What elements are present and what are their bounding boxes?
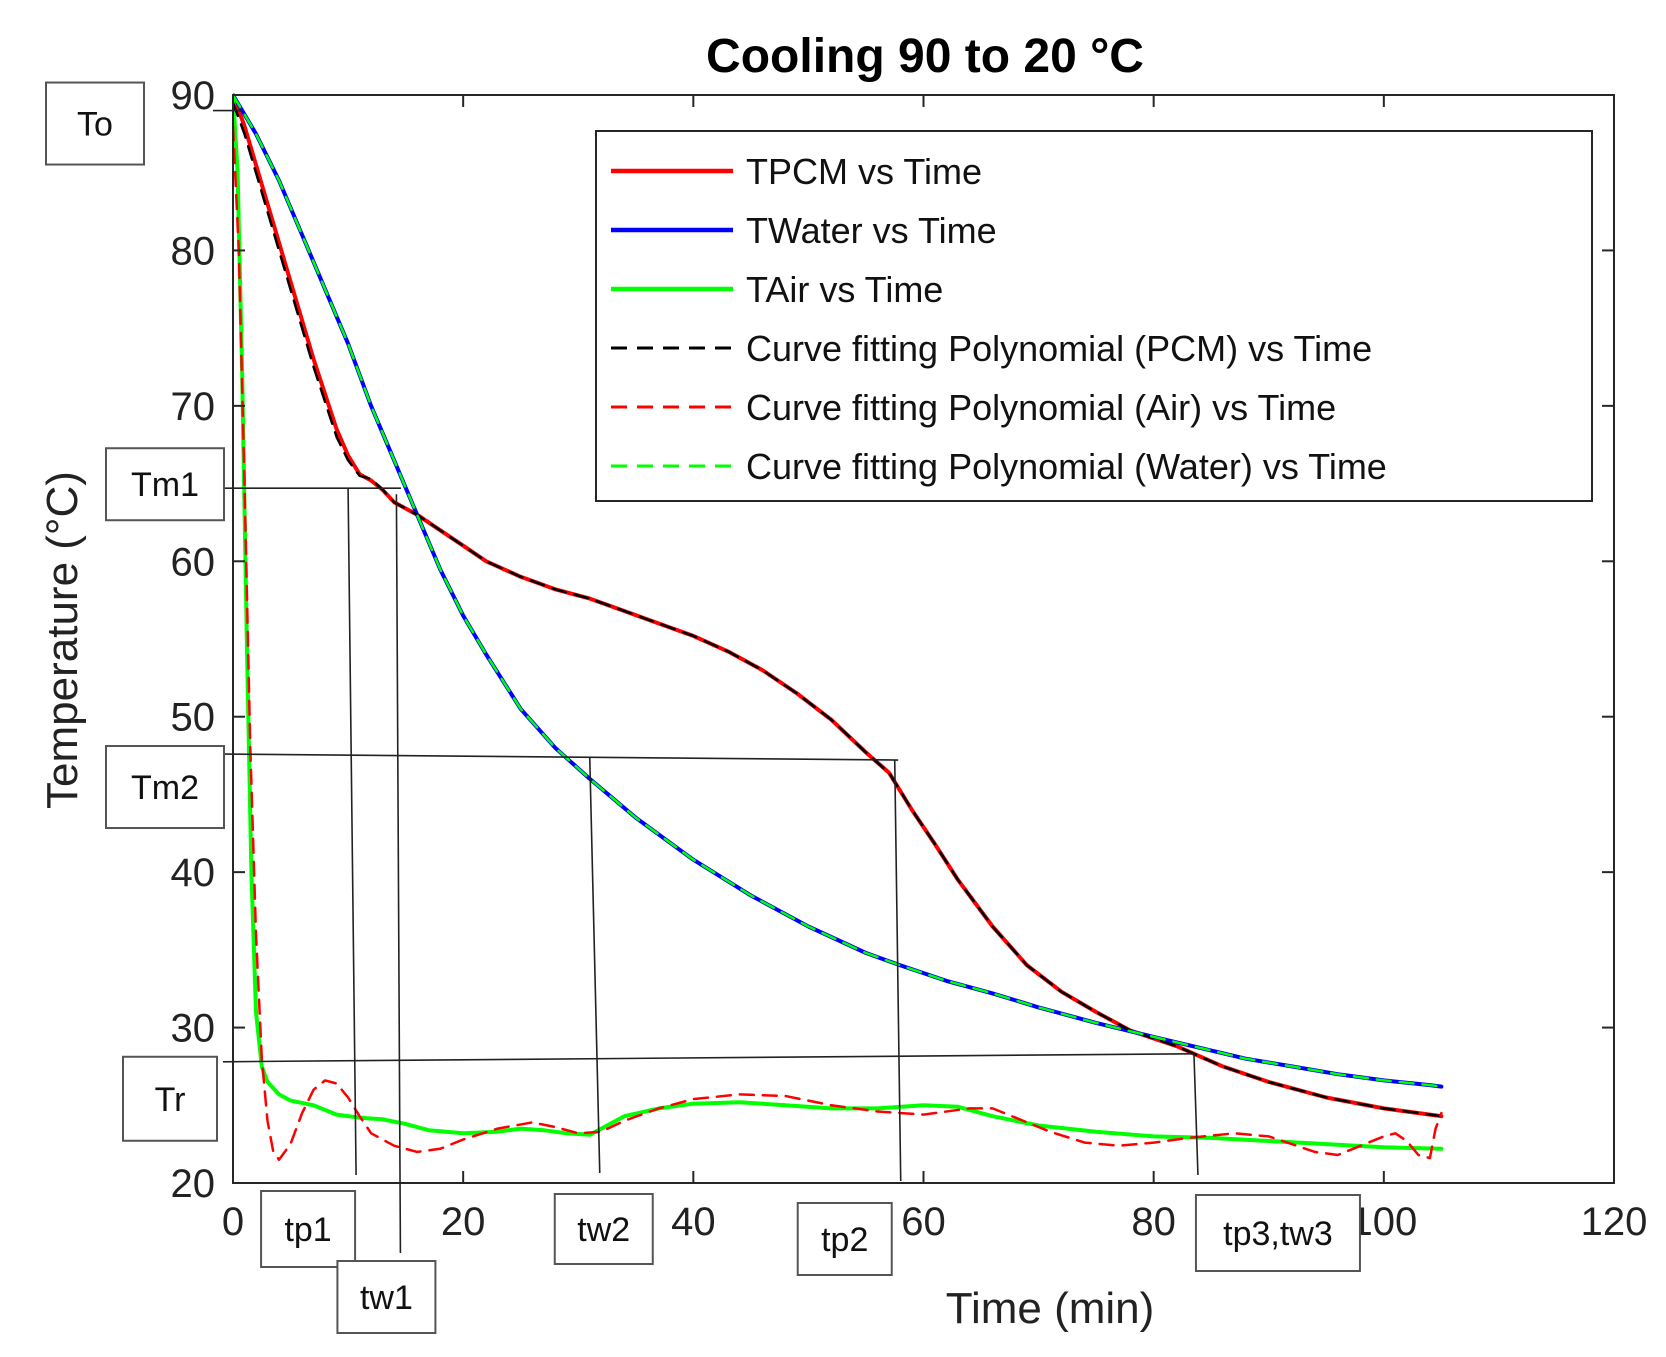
series-line-4 [233, 101, 1443, 1118]
annotation-tr-box [122, 1055, 218, 1142]
x-tick-label: 100 [1350, 1200, 1417, 1244]
time-marker-line-tp1 [347, 488, 357, 1176]
legend-item-3: TAir vs Time [746, 269, 943, 310]
time-marker-line-tp2 [893, 760, 902, 1182]
annotation-tw2-label: tw2 [577, 1211, 630, 1249]
y-tick-label: 90 [171, 74, 216, 118]
annotation-tp2-box [796, 1202, 893, 1276]
reference-line-tr [222, 1052, 1194, 1063]
plot-area [233, 93, 1444, 1161]
y-tick-label: 30 [171, 1007, 216, 1051]
annotation-tp3-tw3-label: tp3,tw3 [1223, 1215, 1333, 1253]
chart-title: Cooling 90 to 20 °C [706, 30, 1144, 83]
x-tick-label: 40 [671, 1200, 716, 1244]
annotation-tw1-label: tw1 [360, 1279, 413, 1317]
y-tick-label: 20 [171, 1162, 216, 1206]
annotation-tm1-label: Tm1 [131, 466, 199, 504]
annotation-tm1-box [105, 447, 225, 522]
annotation-tp1-label: tp1 [284, 1211, 331, 1249]
legend-item-5: Curve fitting Polynomial (Air) vs Time [746, 387, 1336, 428]
series-line-5 [233, 124, 1443, 1161]
time-marker-line-tw1 [395, 494, 402, 1254]
annotation-tw2-box [553, 1193, 654, 1265]
annotation-tr-label: Tr [155, 1081, 186, 1119]
series-line-6 [233, 93, 1443, 1088]
legend: TPCM vs Time TWater vs Time TAir vs Time Cu… [595, 130, 1593, 502]
annotation-tm2-box [105, 745, 225, 830]
legend-item-1: TPCM vs Time [746, 151, 982, 192]
time-marker-line-tp3-tw3 [1193, 1053, 1199, 1176]
x-tick-label: 60 [901, 1200, 946, 1244]
x-tick-label: 0 [222, 1200, 244, 1244]
time-marker-line-tw2 [588, 757, 601, 1174]
x-axis-label: Time (min) [946, 1284, 1155, 1333]
annotation-tp1-box [260, 1190, 357, 1268]
annotation-to-box [45, 81, 145, 166]
annotation-tw1-box [336, 1260, 437, 1334]
annotation-tp3-tw3-box [1194, 1194, 1361, 1272]
y-tick-label: 50 [171, 696, 216, 740]
x-tick-label: 120 [1581, 1200, 1648, 1244]
y-tick-label: 80 [171, 229, 216, 273]
annotation-to-label: To [77, 106, 113, 144]
annotation-tp2-label: tp2 [821, 1221, 868, 1259]
legend-item-6: Curve fitting Polynomial (Water) vs Time [746, 446, 1387, 487]
y-tick-label: 60 [171, 540, 216, 584]
reference-line-tm2 [222, 753, 899, 761]
annotation-tm2-label: Tm2 [131, 769, 199, 807]
series-line-3 [233, 93, 1444, 1151]
y-tick-label: 40 [171, 851, 216, 895]
x-tick-label: 80 [1131, 1200, 1176, 1244]
legend-box [595, 130, 1593, 502]
legend-item-2: TWater vs Time [746, 210, 997, 251]
y-axis-label: Temperature (°C) [38, 471, 87, 809]
x-tick-label: 20 [441, 1200, 486, 1244]
legend-item-4: Curve fitting Polynomial (PCM) vs Time [746, 328, 1372, 369]
y-tick-label: 70 [171, 385, 216, 429]
annotations: To Tm1 Tm2 Tr tp1 tw1 tw2 tp2 tp3,tw3 [45, 81, 1361, 1334]
